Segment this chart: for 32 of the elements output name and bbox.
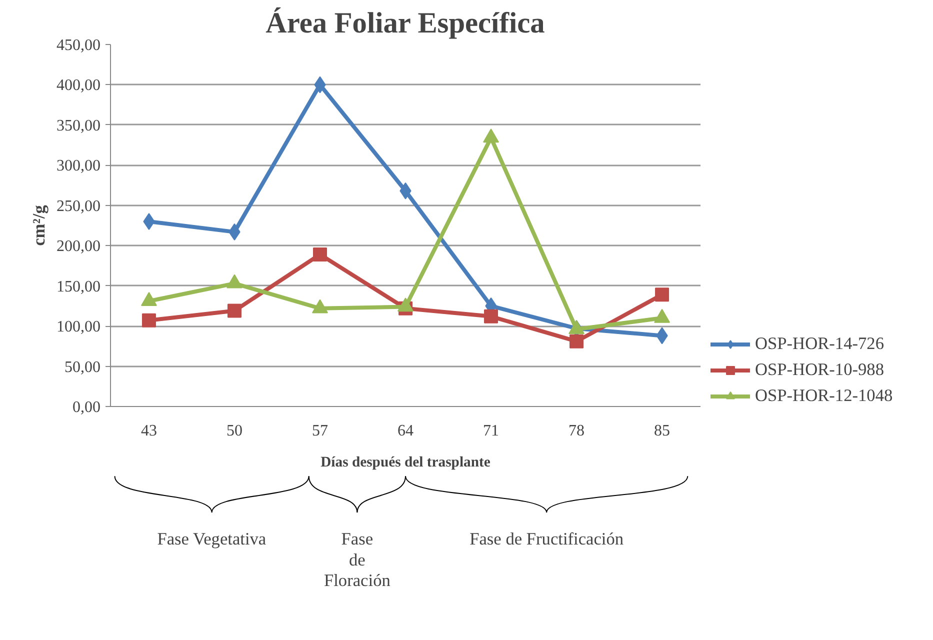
legend-label: OSP-HOR-12-1048 xyxy=(755,386,893,406)
y-tick-label: 150,00 xyxy=(56,278,100,296)
x-tick-label: 78 xyxy=(568,422,585,440)
x-tick-label: 71 xyxy=(483,422,500,440)
chart-title: Área Foliar Específica xyxy=(266,6,546,40)
point xyxy=(227,304,242,318)
text: Fase de Floración xyxy=(324,529,391,590)
y-tick-label: 0,00 xyxy=(72,399,100,416)
y-tick-label: 350,00 xyxy=(56,117,100,134)
y-tick-label: 100,00 xyxy=(56,318,100,336)
x-axis-title: Días después del trasplante xyxy=(320,454,491,470)
point xyxy=(142,313,156,328)
text: Fase de Fructificación xyxy=(470,529,624,548)
point xyxy=(484,309,498,324)
x-tick-label: 43 xyxy=(140,422,157,440)
x-tick-label: 85 xyxy=(654,422,670,440)
point xyxy=(570,334,584,348)
text: Fase Vegetativa xyxy=(157,529,266,548)
y-tick-label: 450,00 xyxy=(56,37,100,54)
x-tick-label: 50 xyxy=(226,422,242,440)
point xyxy=(655,288,670,302)
y-tick-label: 50,00 xyxy=(64,358,100,376)
y-axis-title: cm²/g xyxy=(30,204,48,246)
legend-label: OSP-HOR-14-726 xyxy=(755,334,884,354)
point xyxy=(312,247,327,262)
legend-label: OSP-HOR-10-988 xyxy=(755,360,884,380)
x-tick-label: 57 xyxy=(312,422,328,440)
y-tick-label: 400,00 xyxy=(56,77,100,94)
y-tick-label: 300,00 xyxy=(56,158,100,175)
y-tick-label: 200,00 xyxy=(56,238,100,256)
x-tick-label: 64 xyxy=(398,422,414,440)
y-tick-label: 250,00 xyxy=(56,198,100,215)
